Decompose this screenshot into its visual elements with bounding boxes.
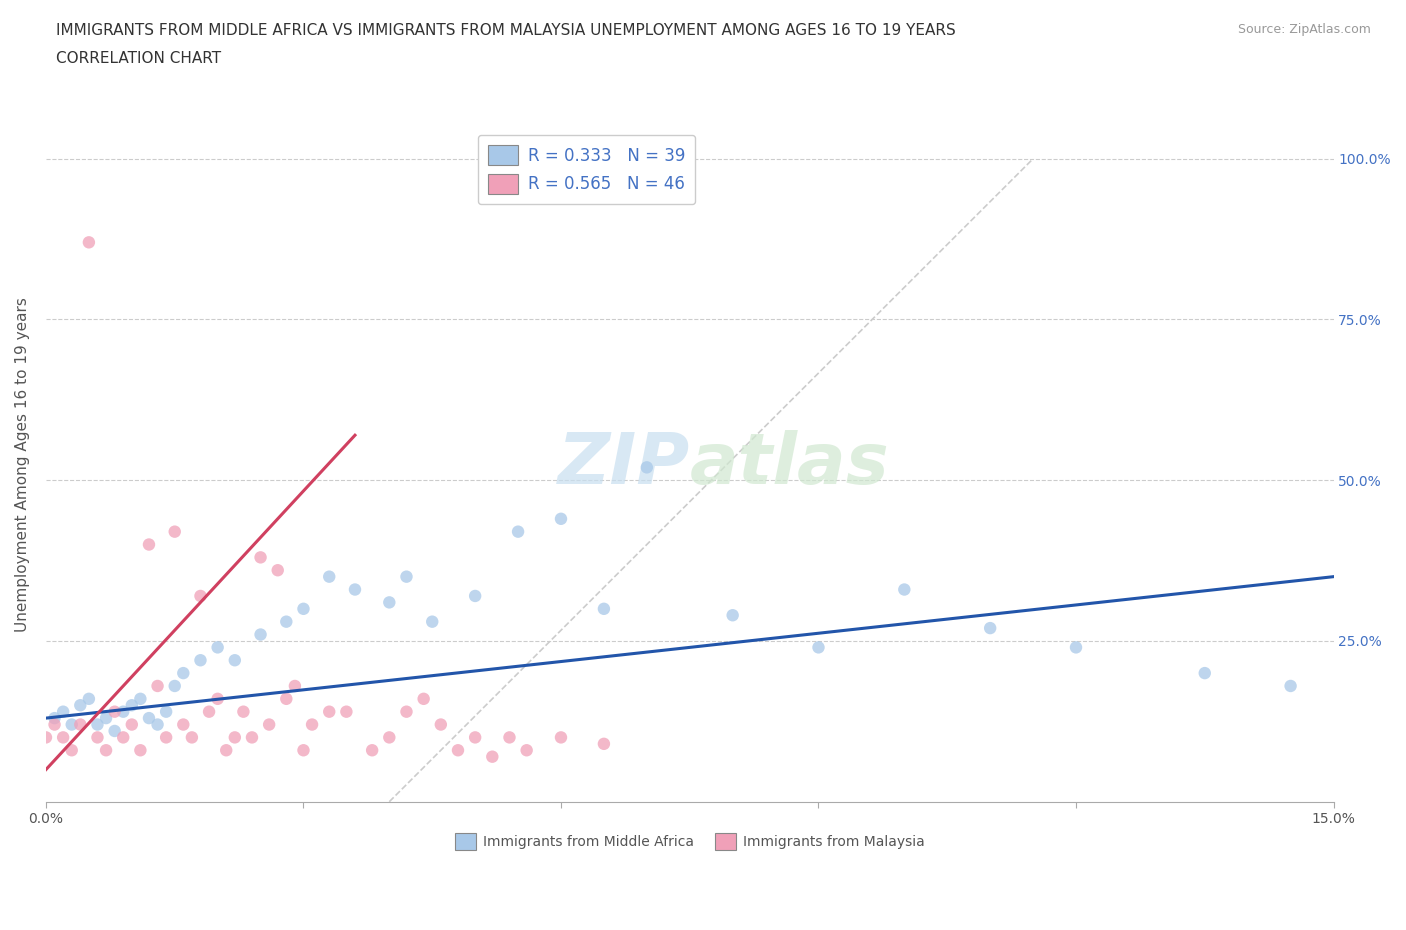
Point xyxy=(172,717,194,732)
Point xyxy=(593,602,616,617)
Point xyxy=(77,691,100,706)
Point xyxy=(276,691,298,706)
Point xyxy=(44,717,66,732)
Point xyxy=(267,563,290,578)
Point xyxy=(104,704,127,719)
Point xyxy=(506,525,529,539)
Point xyxy=(430,717,453,732)
Point xyxy=(172,666,194,681)
Point xyxy=(163,525,186,539)
Point xyxy=(86,730,108,745)
Point xyxy=(35,730,58,745)
Point xyxy=(893,582,915,597)
Point xyxy=(198,704,221,719)
Point xyxy=(146,679,169,694)
Point xyxy=(807,640,830,655)
Point xyxy=(378,595,401,610)
Point xyxy=(86,717,108,732)
Point xyxy=(146,717,169,732)
Point xyxy=(292,743,315,758)
Legend: Immigrants from Middle Africa, Immigrants from Malaysia: Immigrants from Middle Africa, Immigrant… xyxy=(450,828,929,856)
Point xyxy=(395,569,418,584)
Point xyxy=(190,653,212,668)
Point xyxy=(395,704,418,719)
Point xyxy=(550,512,572,526)
Point xyxy=(129,743,152,758)
Point xyxy=(190,589,212,604)
Point xyxy=(180,730,202,745)
Point xyxy=(104,724,127,738)
Point xyxy=(121,717,143,732)
Point xyxy=(60,717,83,732)
Point xyxy=(52,704,75,719)
Point xyxy=(284,679,307,694)
Point xyxy=(112,730,135,745)
Point xyxy=(224,653,246,668)
Point xyxy=(138,711,160,725)
Point xyxy=(1194,666,1216,681)
Point xyxy=(138,538,160,552)
Point xyxy=(249,627,271,642)
Point xyxy=(163,679,186,694)
Point xyxy=(593,737,616,751)
Point xyxy=(155,730,177,745)
Point xyxy=(301,717,323,732)
Point xyxy=(155,704,177,719)
Point xyxy=(129,691,152,706)
Point xyxy=(498,730,520,745)
Text: CORRELATION CHART: CORRELATION CHART xyxy=(56,51,221,66)
Point xyxy=(249,550,271,565)
Point xyxy=(94,711,117,725)
Point xyxy=(69,698,91,712)
Point xyxy=(464,730,486,745)
Point xyxy=(1279,679,1302,694)
Point xyxy=(378,730,401,745)
Point xyxy=(240,730,263,745)
Point xyxy=(335,704,357,719)
Point xyxy=(481,750,503,764)
Point xyxy=(318,569,340,584)
Point xyxy=(257,717,280,732)
Text: Source: ZipAtlas.com: Source: ZipAtlas.com xyxy=(1237,23,1371,36)
Text: IMMIGRANTS FROM MIDDLE AFRICA VS IMMIGRANTS FROM MALAYSIA UNEMPLOYMENT AMONG AGE: IMMIGRANTS FROM MIDDLE AFRICA VS IMMIGRA… xyxy=(56,23,956,38)
Y-axis label: Unemployment Among Ages 16 to 19 years: Unemployment Among Ages 16 to 19 years xyxy=(15,297,30,631)
Point xyxy=(318,704,340,719)
Point xyxy=(361,743,384,758)
Point xyxy=(60,743,83,758)
Text: atlas: atlas xyxy=(690,430,890,498)
Point xyxy=(207,691,229,706)
Point xyxy=(207,640,229,655)
Point xyxy=(121,698,143,712)
Point xyxy=(412,691,434,706)
Point xyxy=(215,743,238,758)
Point xyxy=(232,704,254,719)
Point xyxy=(276,614,298,629)
Point xyxy=(420,614,443,629)
Point xyxy=(224,730,246,745)
Point xyxy=(1064,640,1087,655)
Point xyxy=(69,717,91,732)
Point xyxy=(721,608,744,623)
Point xyxy=(636,460,658,475)
Point xyxy=(550,730,572,745)
Point xyxy=(44,711,66,725)
Point xyxy=(447,743,470,758)
Point xyxy=(52,730,75,745)
Point xyxy=(343,582,366,597)
Point xyxy=(112,704,135,719)
Point xyxy=(979,620,1001,635)
Point xyxy=(77,235,100,250)
Point xyxy=(292,602,315,617)
Point xyxy=(94,743,117,758)
Text: ZIP: ZIP xyxy=(558,430,690,498)
Point xyxy=(516,743,538,758)
Point xyxy=(464,589,486,604)
